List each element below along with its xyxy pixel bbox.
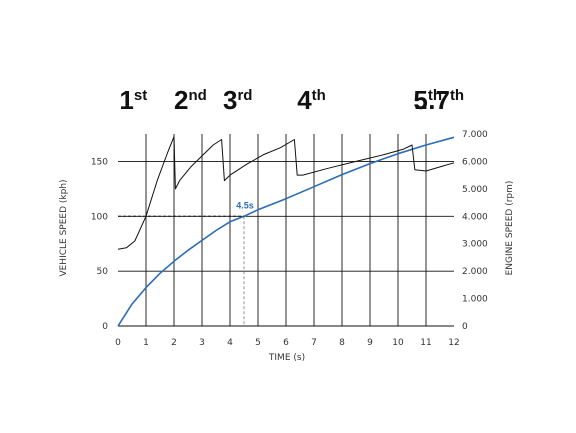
right-y-tick-label: 0 bbox=[462, 322, 468, 332]
vehicle-speed-line bbox=[117, 136, 455, 327]
x-axis-title: TIME (s) bbox=[268, 353, 305, 363]
x-tick-label: 5 bbox=[255, 338, 261, 348]
left-y-tick-label: 150 bbox=[91, 157, 108, 167]
left-y-tick-label: 0 bbox=[102, 322, 108, 332]
left-y-tick-label: 50 bbox=[97, 267, 109, 277]
gear-labels: 1st 2nd 3rd 4th 5th...7th bbox=[119, 85, 464, 115]
gear-label: 4th bbox=[297, 85, 326, 115]
x-tick-label: 4 bbox=[227, 338, 233, 348]
gear-label: 5th bbox=[413, 85, 442, 115]
right-y-tick-label: 2.000 bbox=[462, 267, 488, 277]
x-tick-label: 10 bbox=[392, 338, 404, 348]
x-tick-label: 9 bbox=[367, 338, 373, 348]
annotation-label: 4.5s bbox=[236, 200, 254, 210]
x-tick-label: 6 bbox=[283, 338, 289, 348]
axis-titles: TIME (s) VEHICLE SPEED (kph) ENGINE SPEE… bbox=[59, 179, 515, 363]
grid bbox=[118, 134, 454, 327]
right-y-tick-label: 5.000 bbox=[462, 185, 488, 195]
x-tick-label: 12 bbox=[448, 338, 459, 348]
engine-speed-line bbox=[117, 136, 455, 250]
x-tick-label: 7 bbox=[311, 338, 317, 348]
right-y-tick-label: 3.000 bbox=[462, 240, 488, 250]
x-tick-label: 8 bbox=[339, 338, 345, 348]
left-axis-title: VEHICLE SPEED (kph) bbox=[59, 179, 69, 276]
gear-label: 2nd bbox=[174, 85, 207, 115]
gear-label: 3rd bbox=[223, 85, 252, 115]
right-axis-title: ENGINE SPEED (rpm) bbox=[505, 181, 515, 276]
x-tick-label: 0 bbox=[115, 338, 121, 348]
right-y-tick-label: 4.000 bbox=[462, 212, 488, 222]
x-tick-label: 11 bbox=[420, 338, 431, 348]
gear-label: ...7th bbox=[414, 85, 464, 115]
right-y-tick-label: 7.000 bbox=[462, 130, 488, 140]
left-y-tick-label: 100 bbox=[91, 212, 108, 222]
gear-label: 1st bbox=[119, 85, 147, 115]
x-tick-label: 2 bbox=[171, 338, 177, 348]
series bbox=[117, 136, 455, 327]
axis-ticks: 0 1 2 3 4 5 6 7 8 9 10 11 1205010015001.0002.0003.00… bbox=[91, 130, 488, 348]
right-y-tick-label: 1.000 bbox=[462, 295, 488, 305]
annotation-group: 4.5s bbox=[118, 200, 254, 326]
right-y-tick-label: 6.000 bbox=[462, 157, 488, 167]
x-tick-label: 3 bbox=[199, 338, 205, 348]
x-tick-label: 1 bbox=[143, 338, 149, 348]
